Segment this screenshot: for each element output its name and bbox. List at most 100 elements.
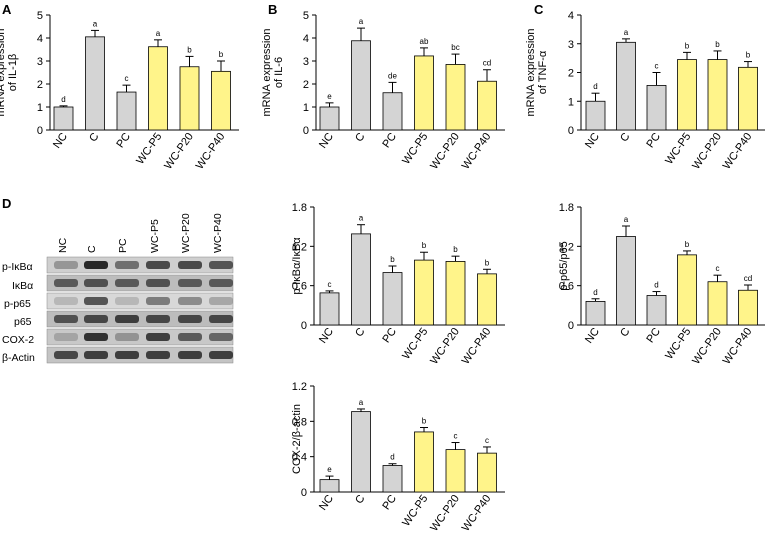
blot-band <box>209 279 233 287</box>
significance-letter: b <box>485 258 490 267</box>
blot-band <box>54 261 78 269</box>
panel-letter-d: D <box>2 196 11 211</box>
bar <box>738 66 758 131</box>
blot-row-labels: p-IκBα IκBα p-p65 p65 COX-2 β-Actin <box>2 261 35 364</box>
bar <box>616 236 636 326</box>
blot-band <box>54 351 78 359</box>
x-tick-label: WC-P5 <box>400 131 430 167</box>
blot-lane-label: WC-P5 <box>149 219 161 253</box>
blot-lane-label: WC-P20 <box>180 213 192 253</box>
y-tick-label: 0.8 <box>292 416 307 428</box>
blot-band <box>209 297 233 305</box>
y-axis-label: of TNF-α <box>537 50 549 94</box>
y-tick-label: 2 <box>37 79 43 91</box>
panel-letter-c: C <box>534 2 544 17</box>
bar <box>319 479 340 493</box>
significance-letter: c <box>485 436 489 445</box>
blot-band <box>209 261 233 269</box>
y-tick-label: 1 <box>303 102 309 114</box>
bar <box>477 80 497 131</box>
significance-letter: c <box>125 74 129 83</box>
y-tick-label: 5 <box>303 10 309 22</box>
chart-pikba-ikba: 0 0.6 1.2 1.8 p-IκBα/IκBα c NC a Cb PC b WC-P5 b WC-P… <box>291 202 505 367</box>
y-tick-label: 0 <box>303 125 309 137</box>
significance-letter: d <box>593 288 597 297</box>
blot-lane-label: PC <box>117 238 129 253</box>
y-tick-label: 0 <box>568 320 574 332</box>
bar <box>351 411 371 493</box>
y-axis-label: COX-2/β-actin <box>291 404 303 474</box>
x-tick-label: WC-P5 <box>400 493 430 529</box>
y-tick-label: 0 <box>301 487 307 499</box>
y-tick-label: 5 <box>37 10 43 22</box>
blot-band <box>178 315 202 323</box>
significance-letter: b <box>219 50 224 59</box>
bar <box>382 272 403 326</box>
significance-letter: a <box>156 29 161 38</box>
blot-lane-label: C <box>86 245 98 253</box>
bar <box>707 281 728 326</box>
blot-band <box>84 297 108 305</box>
panel-letter-b: B <box>268 2 277 17</box>
significance-letter: c <box>716 264 720 273</box>
bar <box>445 449 466 493</box>
significance-letter: b <box>685 240 690 249</box>
significance-letter: b <box>187 45 192 54</box>
bar <box>646 295 667 326</box>
blot-lane-label: WC-P40 <box>212 213 224 253</box>
y-tick-label: 3 <box>37 56 43 68</box>
bar <box>179 66 200 131</box>
bar <box>414 55 434 131</box>
x-tick-label: WC-P20 <box>428 131 462 172</box>
blot-band <box>146 333 170 341</box>
bar <box>738 289 758 326</box>
bar <box>211 70 231 131</box>
blot-row-label: β-Actin <box>2 352 35 364</box>
x-tick-label: PC <box>114 131 133 150</box>
y-tick-label: 0 <box>568 125 574 137</box>
bar <box>351 233 371 326</box>
blot-band <box>115 315 139 323</box>
chart-cox2-bactin: 0 0.4 0.8 1.2 COX-2/β-actin e NC a Cd PC b WC-P5 c WC… <box>291 381 505 534</box>
blot-band <box>54 297 78 305</box>
bar <box>707 59 728 131</box>
blot-band <box>54 315 78 323</box>
blot-row-label: COX-2 <box>2 334 34 346</box>
y-tick-label: 0 <box>37 125 43 137</box>
y-tick-label: 2 <box>303 79 309 91</box>
significance-letter: a <box>359 214 364 223</box>
significance-letter: ab <box>420 37 429 46</box>
blot-band <box>209 351 233 359</box>
y-tick-label: 1.8 <box>559 202 574 214</box>
y-tick-label: 4 <box>568 10 574 22</box>
blot-band <box>115 297 139 305</box>
significance-letter: d <box>654 281 658 290</box>
x-tick-label: NC <box>583 326 602 346</box>
x-tick-label: WC-P5 <box>134 131 164 167</box>
significance-letter: b <box>422 241 427 250</box>
y-tick-label: 1 <box>37 102 43 114</box>
blot-band <box>115 351 139 359</box>
blot-band <box>146 279 170 287</box>
bar <box>414 259 434 326</box>
x-tick-label: NC <box>317 493 336 513</box>
blot-band <box>178 333 202 341</box>
blot-band <box>115 261 139 269</box>
panel-letter-a: A <box>2 2 12 17</box>
y-tick-label: 1.2 <box>292 241 307 253</box>
bar <box>85 36 105 131</box>
blot-band <box>84 333 108 341</box>
bar <box>382 92 403 131</box>
bar <box>53 106 74 131</box>
bar <box>116 91 137 131</box>
significance-letter: e <box>327 465 332 474</box>
significance-letter: b <box>422 417 427 426</box>
significance-letter: b <box>453 245 458 254</box>
significance-letter: d <box>61 95 65 104</box>
bar <box>677 59 697 131</box>
x-tick-label: NC <box>317 326 336 346</box>
blot-band <box>178 279 202 287</box>
bar <box>585 100 606 131</box>
y-axis-label: mRNA expression <box>261 28 273 116</box>
